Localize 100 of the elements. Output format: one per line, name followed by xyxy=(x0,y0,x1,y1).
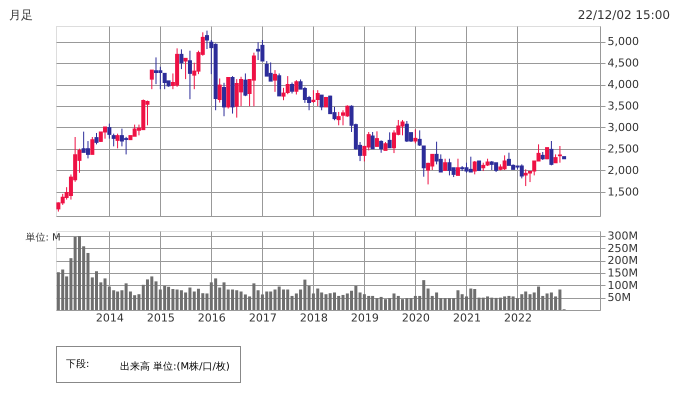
bar xyxy=(507,296,510,310)
y-tick-label: 2,000 xyxy=(608,164,639,177)
bar xyxy=(444,298,447,310)
bar xyxy=(320,292,324,310)
candlestick xyxy=(345,104,350,118)
bar xyxy=(332,292,336,310)
candlestick xyxy=(145,100,150,126)
candlestick xyxy=(438,154,443,173)
candlestick xyxy=(222,82,226,117)
x-tick-label: 2016 xyxy=(198,312,226,324)
candlestick xyxy=(290,82,294,94)
candlestick xyxy=(256,42,260,61)
candlestick xyxy=(294,80,298,95)
bar xyxy=(448,298,451,310)
bar xyxy=(558,290,562,310)
bar xyxy=(328,293,332,310)
bar xyxy=(384,299,387,310)
bar xyxy=(278,286,281,310)
bar xyxy=(176,290,179,310)
bar xyxy=(367,296,370,310)
candlestick xyxy=(204,30,209,50)
y-tick-label: 2,500 xyxy=(608,142,639,156)
bar xyxy=(490,298,494,310)
candlestick xyxy=(188,50,192,100)
bar xyxy=(294,293,298,310)
bar xyxy=(460,294,464,310)
bar xyxy=(362,294,366,310)
x-tick-label: 2021 xyxy=(452,312,481,324)
bar xyxy=(371,296,374,310)
candlestick xyxy=(502,154,507,171)
bar xyxy=(244,294,247,310)
bar xyxy=(201,293,204,310)
candlestick xyxy=(218,78,222,104)
bar xyxy=(316,288,320,310)
candlestick xyxy=(443,158,448,172)
bar xyxy=(252,283,256,310)
bar xyxy=(337,296,340,310)
candlestick xyxy=(370,131,375,150)
bar xyxy=(550,292,553,310)
bar xyxy=(401,299,404,310)
bar xyxy=(469,288,472,310)
candlestick xyxy=(545,147,550,160)
bar xyxy=(171,289,174,310)
candlestick xyxy=(520,164,524,179)
candlestick xyxy=(94,132,99,145)
bar xyxy=(422,280,426,310)
candlestick xyxy=(388,132,392,148)
bar xyxy=(150,276,154,310)
candlestick xyxy=(124,136,128,155)
candlestick xyxy=(506,152,511,166)
y-tick-label: 1,500 xyxy=(608,185,639,198)
candlestick xyxy=(400,119,405,136)
bar xyxy=(494,298,498,310)
bar xyxy=(346,293,349,310)
bar xyxy=(498,298,502,310)
bar xyxy=(112,290,116,310)
candlestick xyxy=(260,39,264,62)
bar xyxy=(503,296,506,310)
candlestick xyxy=(341,110,346,126)
bar xyxy=(167,286,170,310)
bar xyxy=(524,291,528,310)
bar xyxy=(410,298,413,310)
bar xyxy=(124,283,128,310)
text: 22/12/02 15:00 xyxy=(578,8,670,22)
y-tick-label: 5,000 xyxy=(608,35,639,48)
candlestick xyxy=(311,90,316,104)
text: 出来高 単位:(M株/口/枚) xyxy=(120,360,230,372)
candlestick xyxy=(158,66,162,90)
x-tick-label: 2014 xyxy=(96,312,124,324)
candlestick xyxy=(413,128,418,144)
bar xyxy=(286,290,290,310)
y-tick-label: 50M xyxy=(608,291,631,304)
bar xyxy=(512,296,515,310)
candlestick xyxy=(277,72,282,97)
bar xyxy=(163,286,166,310)
candlestick xyxy=(272,70,277,92)
candlestick xyxy=(374,130,379,148)
bar xyxy=(414,296,417,310)
y-tick-label: 3,000 xyxy=(608,120,639,134)
candlestick xyxy=(86,140,90,159)
candlestick xyxy=(447,158,452,176)
candlestick xyxy=(336,111,341,126)
candlestick xyxy=(90,136,94,155)
bar xyxy=(380,296,383,310)
bar xyxy=(180,290,183,310)
bar xyxy=(269,291,272,310)
candlestick xyxy=(549,140,554,166)
x-tick-label: 2017 xyxy=(248,312,277,324)
y-tick-label: 300M xyxy=(608,229,638,242)
candlestick xyxy=(116,133,120,149)
y-tick-label: 4,500 xyxy=(608,56,639,70)
candlestick xyxy=(268,62,273,82)
bar xyxy=(273,290,276,310)
y-tick-label: 250M xyxy=(608,242,638,255)
bar xyxy=(235,290,238,310)
candlestick xyxy=(320,94,324,111)
bar xyxy=(482,298,485,310)
bar xyxy=(78,236,81,310)
candlestick xyxy=(316,90,320,107)
candlestick xyxy=(494,162,498,173)
